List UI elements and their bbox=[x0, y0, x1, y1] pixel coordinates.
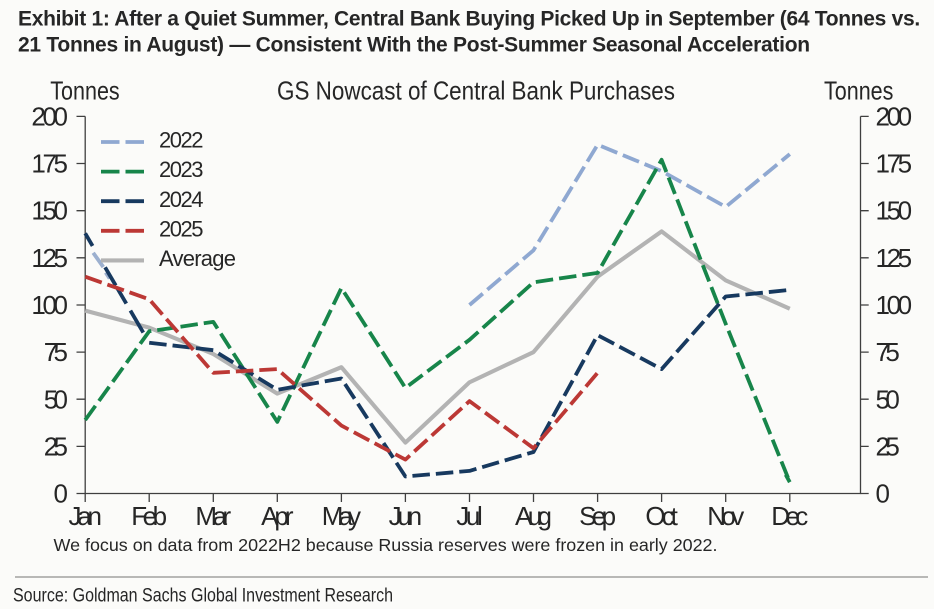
svg-text:GS Nowcast of Central Bank Pur: GS Nowcast of Central Bank Purchases bbox=[277, 75, 675, 105]
svg-text:May: May bbox=[322, 501, 361, 531]
svg-text:2022: 2022 bbox=[159, 128, 204, 153]
svg-text:75: 75 bbox=[44, 337, 68, 367]
svg-text:Jun: Jun bbox=[389, 501, 423, 531]
svg-text:50: 50 bbox=[44, 384, 68, 414]
svg-text:2023: 2023 bbox=[159, 157, 204, 182]
svg-text:0: 0 bbox=[876, 479, 890, 509]
svg-text:Sep: Sep bbox=[579, 501, 616, 531]
svg-text:Oct: Oct bbox=[645, 501, 678, 531]
svg-text:150: 150 bbox=[31, 196, 68, 226]
svg-text:25: 25 bbox=[44, 432, 68, 462]
svg-text:50: 50 bbox=[876, 384, 900, 414]
svg-text:Tonnes: Tonnes bbox=[824, 75, 893, 105]
svg-text:150: 150 bbox=[876, 196, 913, 226]
svg-text:Aug: Aug bbox=[515, 501, 552, 531]
svg-text:Dec: Dec bbox=[771, 501, 808, 531]
svg-text:25: 25 bbox=[876, 432, 900, 462]
svg-text:0: 0 bbox=[54, 479, 68, 509]
svg-text:Exhibit 1: After a Quiet Summe: Exhibit 1: After a Quiet Summer, Central… bbox=[18, 7, 920, 30]
svg-text:2025: 2025 bbox=[159, 216, 204, 241]
svg-text:Tonnes: Tonnes bbox=[50, 75, 119, 105]
svg-text:Feb: Feb bbox=[131, 501, 167, 531]
svg-text:2024: 2024 bbox=[159, 187, 204, 212]
svg-text:175: 175 bbox=[31, 149, 68, 179]
svg-text:Jan: Jan bbox=[68, 501, 102, 531]
svg-text:125: 125 bbox=[876, 243, 913, 273]
svg-text:100: 100 bbox=[876, 290, 913, 320]
svg-text:175: 175 bbox=[876, 149, 913, 179]
svg-text:Source: Goldman Sachs Global I: Source: Goldman Sachs Global Investment … bbox=[13, 586, 393, 607]
svg-text:Jul: Jul bbox=[456, 501, 483, 531]
svg-text:Nov: Nov bbox=[707, 501, 744, 531]
svg-text:200: 200 bbox=[31, 102, 68, 132]
svg-text:We focus on data from 2022H2 b: We focus on data from 2022H2 because Rus… bbox=[54, 535, 718, 555]
svg-text:21 Tonnes in August) — Consist: 21 Tonnes in August) — Consistent With t… bbox=[18, 34, 810, 57]
svg-text:Mar: Mar bbox=[195, 501, 231, 531]
svg-text:Apr: Apr bbox=[261, 501, 294, 531]
svg-text:125: 125 bbox=[31, 243, 68, 273]
svg-text:Average: Average bbox=[159, 246, 236, 271]
svg-text:200: 200 bbox=[876, 102, 913, 132]
svg-text:75: 75 bbox=[876, 337, 900, 367]
svg-text:100: 100 bbox=[31, 290, 68, 320]
